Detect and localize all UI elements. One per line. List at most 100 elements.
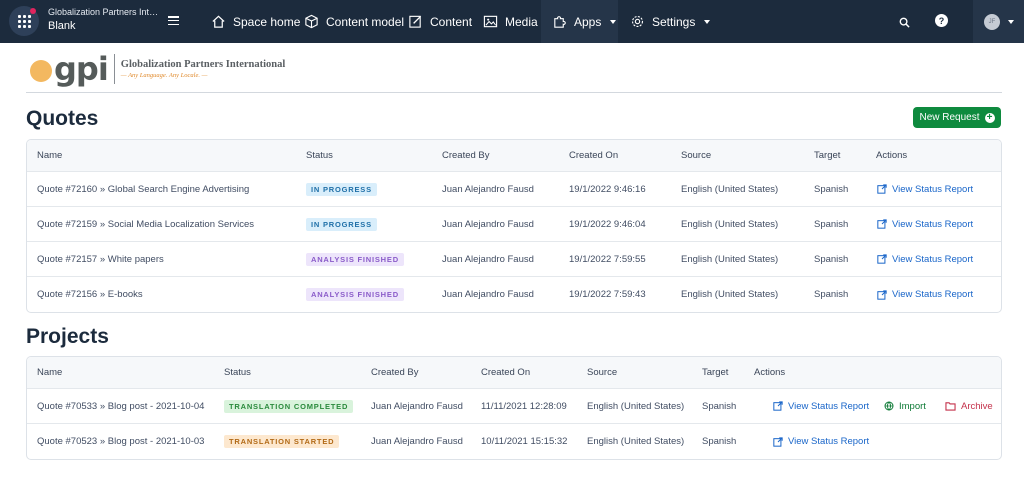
nav-label: Content — [430, 14, 473, 29]
row-actions: View Status Report — [773, 389, 869, 423]
row-source: English (United States) — [681, 289, 779, 300]
cube-icon — [303, 14, 319, 30]
row-actions: View Status Report — [773, 424, 869, 459]
table-header: Name Status Created By Created On Source… — [27, 140, 1001, 172]
table-row: Quote #72156 » E-books ANALYSIS FINISHED J… — [27, 277, 1001, 312]
avatar: JF — [984, 13, 1000, 30]
row-target: Spanish — [814, 218, 849, 230]
company-logo: gpi Globalization Partners International… — [26, 52, 285, 86]
column-header-source[interactable]: Source — [587, 367, 618, 378]
external-link-icon — [877, 289, 887, 300]
archive-button[interactable]: Archive — [945, 401, 993, 412]
row-status: ANALYSIS FINISHED — [306, 242, 404, 276]
row-name: Quote #72160 » Global Search Engine Adve… — [37, 183, 250, 195]
row-status: IN PROGRESS — [306, 207, 377, 241]
row-target: Spanish — [814, 253, 849, 265]
search-icon — [899, 17, 910, 28]
new-request-label: New Request — [919, 112, 980, 123]
external-link-icon — [877, 184, 887, 194]
user-menu[interactable]: JF — [973, 0, 1024, 43]
column-header-actions: Actions — [754, 367, 786, 378]
column-header-status[interactable]: Status — [224, 367, 251, 378]
table-row: Quote #70533 » Blog post - 2021-10-04 TRA… — [27, 389, 1001, 424]
column-header-name[interactable]: Name — [37, 367, 63, 378]
external-link-icon — [877, 219, 887, 229]
table-row: Quote #72159 » Social Media Localization… — [27, 207, 1001, 242]
row-created-on: 10/11/2021 15:15:32 — [481, 436, 568, 447]
nav-settings[interactable]: Settings — [629, 0, 711, 43]
external-link-icon — [773, 436, 783, 447]
column-header-name[interactable]: Name — [37, 150, 63, 161]
menu-icon[interactable] — [168, 16, 179, 25]
chevron-down-icon — [1008, 19, 1014, 24]
projects-title: Projects — [26, 325, 109, 348]
view-status-report-link[interactable]: View Status Report — [773, 436, 869, 447]
view-status-report-link[interactable]: View Status Report — [877, 289, 973, 300]
row-target: Spanish — [814, 183, 849, 195]
column-header-created-on[interactable]: Created On — [481, 367, 531, 378]
status-badge: ANALYSIS FINISHED — [306, 252, 404, 266]
archive-label: Archive — [961, 400, 993, 412]
nav-media[interactable]: Media — [482, 0, 538, 43]
row-created-on: 19/1/2022 7:59:55 — [569, 253, 646, 265]
status-badge: IN PROGRESS — [306, 217, 377, 231]
row-name: Quote #72159 » Social Media Localization… — [37, 218, 255, 230]
grid-icon — [17, 14, 31, 28]
chevron-down-icon — [704, 19, 711, 24]
row-import: Import — [884, 389, 926, 423]
gear-icon — [629, 14, 645, 30]
action-label: View Status Report — [892, 183, 974, 195]
row-source: English (United States) — [587, 436, 685, 447]
help-button[interactable]: ? — [935, 14, 948, 27]
plus-circle-icon: + — [984, 112, 995, 123]
action-label: View Status Report — [788, 436, 870, 447]
row-target: Spanish — [702, 400, 737, 412]
column-header-source[interactable]: Source — [681, 150, 712, 161]
image-icon — [482, 14, 498, 30]
row-created-by: Juan Alejandro Fausd — [442, 218, 534, 230]
row-target: Spanish — [702, 436, 737, 447]
notification-dot — [30, 8, 36, 14]
view-status-report-link[interactable]: View Status Report — [877, 254, 973, 265]
new-request-button[interactable]: New Request + — [913, 107, 1001, 128]
header-divider — [26, 92, 1002, 93]
table-row: Quote #70523 » Blog post - 2021-10-03 TRA… — [27, 424, 1001, 459]
column-header-status[interactable]: Status — [306, 150, 333, 161]
column-header-target[interactable]: Target — [702, 367, 729, 378]
row-actions: View Status Report — [877, 172, 973, 206]
row-created-on: 19/1/2022 7:59:43 — [569, 289, 646, 300]
row-actions: View Status Report — [877, 242, 973, 276]
nav-apps[interactable]: Apps — [541, 0, 618, 43]
nav-label: Apps — [574, 14, 602, 29]
quotes-table: Name Status Created By Created On Source… — [26, 139, 1002, 313]
column-header-created-on[interactable]: Created On — [569, 150, 619, 161]
company-tagline: — Any Language. Any Locale. — — [120, 72, 208, 79]
organization-name: Globalization Partners Interna... — [48, 7, 163, 17]
row-name: Quote #72156 » E-books — [37, 289, 143, 300]
row-created-by: Juan Alejandro Fausd — [371, 436, 463, 447]
view-status-report-link[interactable]: View Status Report — [877, 184, 973, 195]
logo-mark — [26, 52, 60, 86]
view-status-report-link[interactable]: View Status Report — [877, 219, 973, 230]
table-row: Quote #72157 » White papers ANALYSIS FINI… — [27, 242, 1001, 277]
external-link-icon — [877, 254, 887, 264]
search-button[interactable] — [893, 11, 915, 33]
column-header-target[interactable]: Target — [814, 150, 841, 161]
nav-content[interactable]: Content — [407, 0, 472, 43]
app-launcher-button[interactable] — [9, 6, 39, 36]
folder-icon — [945, 401, 956, 411]
top-navigation-bar: Globalization Partners Interna... Blank … — [0, 0, 1024, 43]
row-source: English (United States) — [587, 400, 685, 412]
nav-label: Space home — [233, 14, 301, 29]
column-header-created-by[interactable]: Created By — [371, 367, 419, 378]
status-badge: TRANSLATION COMPLETED — [224, 399, 354, 413]
import-button[interactable]: Import — [884, 401, 926, 412]
action-label: View Status Report — [892, 289, 974, 300]
nav-content-model[interactable]: Content model — [303, 0, 404, 43]
view-status-report-link[interactable]: View Status Report — [773, 401, 869, 412]
space-switcher[interactable]: Globalization Partners Interna... Blank — [48, 7, 163, 32]
row-status: TRANSLATION STARTED — [224, 424, 340, 459]
row-name: Quote #72157 » White papers — [37, 253, 164, 265]
column-header-created-by[interactable]: Created By — [442, 150, 490, 161]
nav-space-home[interactable]: Space home — [210, 0, 300, 43]
